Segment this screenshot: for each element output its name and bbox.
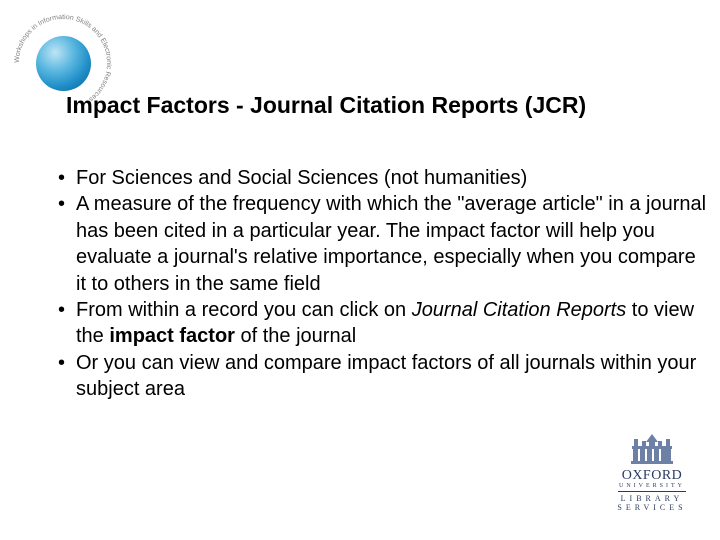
list-item: Or you can view and compare impact facto… [58,350,710,403]
list-item: From within a record you can click on Jo… [58,297,710,350]
oxford-text-3: LIBRARY [612,494,692,503]
oxford-logo: OXFORD UNIVERSITY LIBRARY SERVICES [612,434,692,512]
divider [618,491,686,492]
bullet-list: For Sciences and Social Sciences (not hu… [58,165,710,403]
wiser-sphere-icon [36,36,91,91]
oxford-text-4: SERVICES [612,503,692,512]
slide-title: Impact Factors - Journal Citation Report… [66,92,586,119]
oxford-text-1: OXFORD [612,468,692,484]
building-icon [630,434,674,464]
list-item: For Sciences and Social Sciences (not hu… [58,165,710,191]
list-item: A measure of the frequency with which th… [58,191,710,297]
oxford-text-2: UNIVERSITY [612,483,692,489]
